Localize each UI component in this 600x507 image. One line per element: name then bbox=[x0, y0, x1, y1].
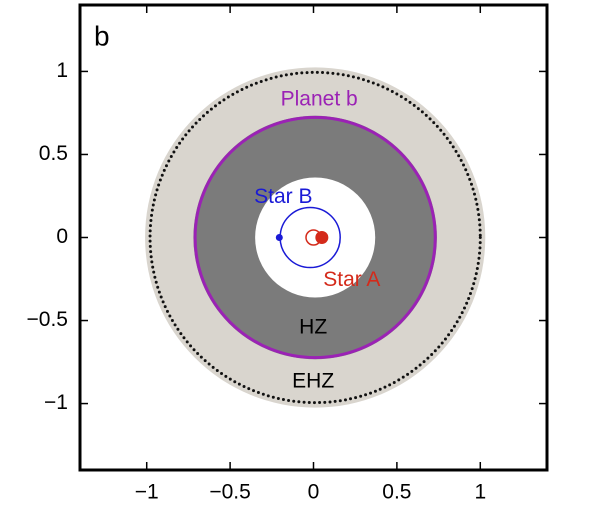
x-tick-label: −1 bbox=[135, 481, 159, 504]
zone-label: HZ bbox=[299, 315, 327, 338]
y-tick-label: 1 bbox=[56, 59, 68, 82]
orbit bbox=[148, 70, 482, 405]
star bbox=[315, 231, 329, 244]
y-tick-label: 0.5 bbox=[39, 142, 68, 165]
y-tick-label: 0 bbox=[56, 225, 68, 248]
x-tick-label: 0.5 bbox=[382, 481, 411, 504]
y-tick-label: −0.5 bbox=[27, 308, 68, 331]
axes-frame bbox=[78, 3, 549, 472]
star bbox=[275, 234, 283, 241]
orbit-label: Planet b bbox=[281, 87, 358, 110]
x-tick-label: −0.5 bbox=[209, 481, 250, 504]
zone-label: EHZ bbox=[292, 369, 334, 392]
panel-label: b bbox=[94, 20, 110, 51]
star-label: Star A bbox=[323, 268, 380, 291]
orbit bbox=[193, 115, 437, 360]
x-tick-label: 1 bbox=[474, 481, 486, 504]
y-tick-label: −1 bbox=[44, 391, 68, 414]
zone bbox=[255, 177, 376, 298]
x-tick-label: 0 bbox=[308, 481, 320, 504]
star-label: Star B bbox=[254, 185, 312, 208]
